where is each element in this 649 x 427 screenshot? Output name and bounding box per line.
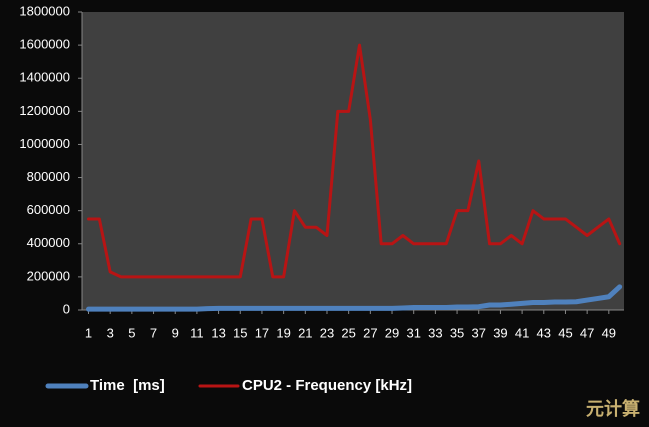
x-tick-label: 33 [428,325,442,340]
x-tick-label: 43 [537,325,551,340]
x-tick-label: 23 [320,325,334,340]
y-tick-label: 1400000 [19,70,70,85]
y-tick-label: 1600000 [19,37,70,52]
x-tick-label: 31 [406,325,420,340]
x-tick-label: 3 [107,325,114,340]
legend-label: CPU2 - Frequency [kHz] [242,377,412,394]
x-tick-label: 45 [558,325,572,340]
x-tick-label: 17 [255,325,269,340]
y-tick-label: 600000 [27,202,70,217]
x-tick-label: 13 [211,325,225,340]
x-tick-label: 35 [450,325,464,340]
x-tick-label: 27 [363,325,377,340]
y-tick-label: 1000000 [19,136,70,151]
y-tick-label: 400000 [27,235,70,250]
legend-label: Time [ms] [90,377,165,394]
series-line [86,284,623,312]
x-tick-label: 41 [515,325,529,340]
x-tick-label: 49 [602,325,616,340]
plot-area [82,12,624,310]
y-tick-label: 200000 [27,268,70,283]
x-tick-label: 19 [276,325,290,340]
x-tick-label: 15 [233,325,247,340]
y-tick-label: 800000 [27,169,70,184]
x-tick-label: 37 [472,325,486,340]
x-tick-label: 1 [85,325,92,340]
x-tick-label: 11 [190,325,204,340]
x-tick-label: 5 [128,325,135,340]
x-tick-label: 47 [580,325,594,340]
x-tick-label: 29 [385,325,399,340]
x-tick-label: 25 [341,325,355,340]
x-tick-label: 21 [298,325,312,340]
y-tick-label: 1200000 [19,103,70,118]
x-tick-label: 7 [150,325,157,340]
watermark: 元计算 [586,398,640,419]
y-tick-label: 0 [63,301,70,316]
series-line [87,43,622,279]
y-tick-label: 1800000 [19,3,70,18]
x-tick-label: 39 [493,325,507,340]
x-tick-label: 9 [172,325,179,340]
